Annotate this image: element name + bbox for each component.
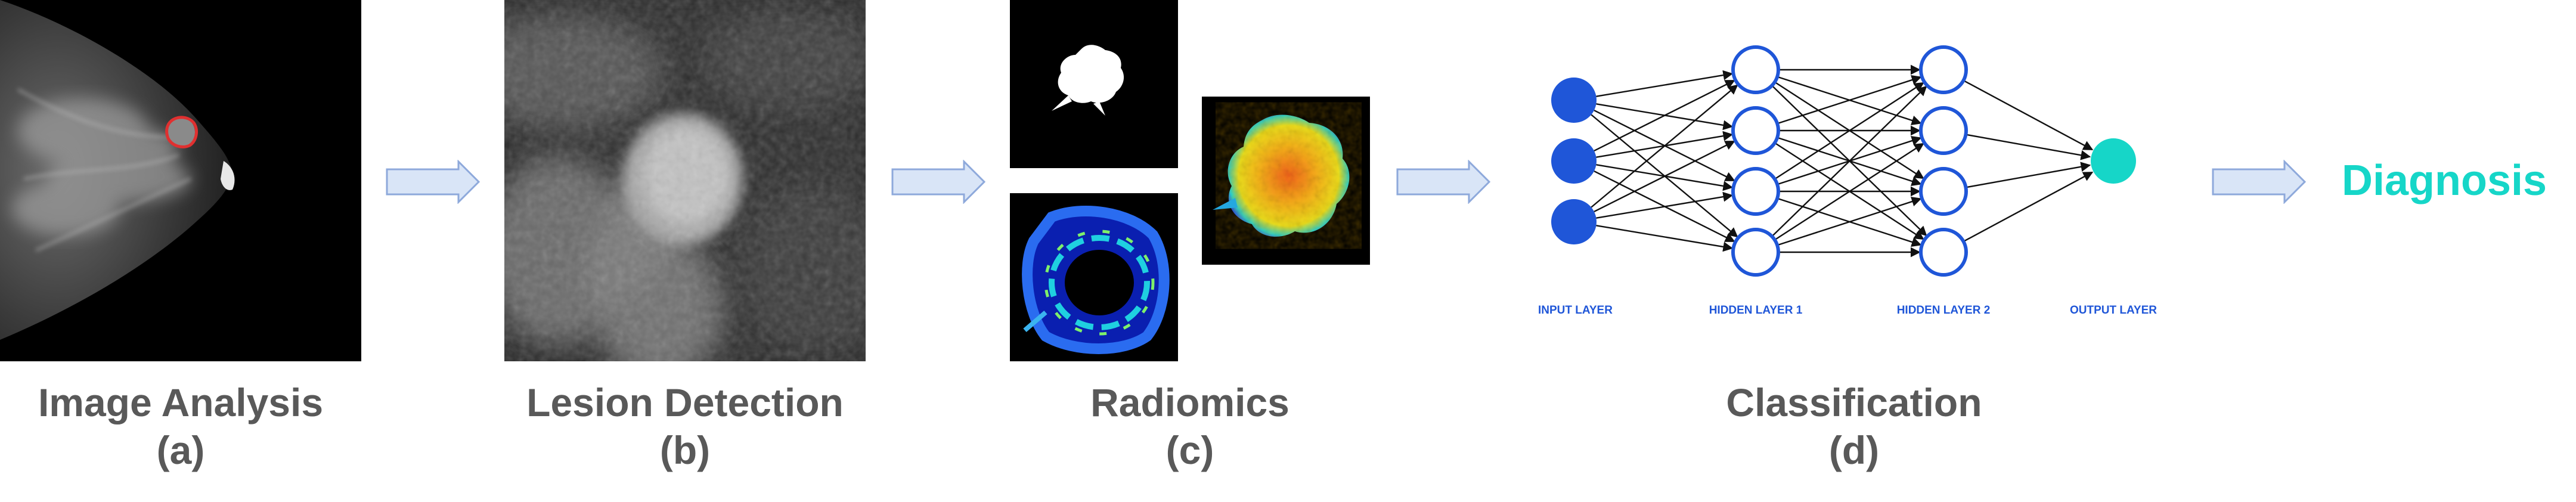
connection-l2-2-0 <box>1966 162 2091 188</box>
connection-l2-0-0 <box>1963 79 2094 151</box>
mammogram-image <box>0 0 361 361</box>
hidden2-neuron-2 <box>1919 106 1968 155</box>
connection-l0-2-2 <box>1596 191 1734 219</box>
connection-l1-2-0 <box>1774 82 1924 180</box>
arrow-b-c <box>891 159 986 207</box>
caption-title: Lesion Detection <box>526 380 844 424</box>
connection-l0-2-0 <box>1591 84 1738 208</box>
heatmap-image <box>1202 97 1370 265</box>
hidden2-neuron-3 <box>1919 167 1968 216</box>
hidden-layer-1-label: HIDDEN LAYER 1 <box>1709 304 1803 317</box>
output-neuron-1 <box>2091 138 2136 184</box>
segmentation-mask-image <box>1010 0 1178 168</box>
hidden-layer-2-label: HIDDEN LAYER 2 <box>1896 304 1991 317</box>
diagnosis-label: Diagnosis <box>2341 157 2547 204</box>
arrow-d-diagnosis <box>2211 159 2307 207</box>
caption-letter: (b) <box>659 428 711 472</box>
connection-l2-1-0 <box>1966 134 2091 160</box>
hidden1-neuron-4 <box>1731 228 1780 277</box>
neural-network-diagram: INPUT LAYER HIDDEN LAYER 1 HIDDEN LAYER … <box>1526 24 2206 334</box>
hidden1-neuron-1 <box>1731 45 1780 94</box>
hidden1-neuron-2 <box>1731 106 1780 155</box>
connection-l1-1-0 <box>1777 75 1922 125</box>
texture-map-image <box>1010 193 1178 361</box>
connection-l1-3-2 <box>1777 196 1922 246</box>
caption-letter: (c) <box>1165 428 1214 472</box>
caption-title: Radiomics <box>1090 380 1289 424</box>
input-neuron-1 <box>1551 78 1597 123</box>
connection-l2-3-0 <box>1963 171 2094 243</box>
arrow-a-b <box>385 159 481 207</box>
connection-l1-3-1 <box>1774 142 1924 241</box>
caption-image-analysis: Image Analysis (a) <box>0 379 361 474</box>
hidden1-neuron-3 <box>1731 167 1780 216</box>
input-neuron-2 <box>1551 138 1597 184</box>
arrow-c-d <box>1396 159 1491 207</box>
hidden2-neuron-1 <box>1919 45 1968 94</box>
output-layer-label: OUTPUT LAYER <box>2069 304 2157 317</box>
input-neuron-3 <box>1551 199 1597 244</box>
hidden2-neuron-4 <box>1919 228 1968 277</box>
connection-l0-2-1 <box>1594 140 1735 213</box>
connection-l1-3-0 <box>1771 85 1927 237</box>
connection-l0-0-0 <box>1596 70 1734 97</box>
connection-l0-2-3 <box>1596 225 1734 252</box>
caption-radiomics: Radiomics (c) <box>1010 379 1370 474</box>
caption-title: Classification <box>1726 380 1982 424</box>
caption-letter: (d) <box>1828 428 1880 472</box>
caption-lesion-detection: Lesion Detection (b) <box>504 379 866 474</box>
connection-l0-1-0 <box>1594 79 1735 152</box>
lesion-closeup-image <box>504 0 866 361</box>
caption-letter: (a) <box>156 428 205 472</box>
input-layer-label: INPUT LAYER <box>1538 304 1613 317</box>
caption-title: Image Analysis <box>38 380 324 424</box>
caption-classification: Classification (d) <box>1610 379 2098 474</box>
